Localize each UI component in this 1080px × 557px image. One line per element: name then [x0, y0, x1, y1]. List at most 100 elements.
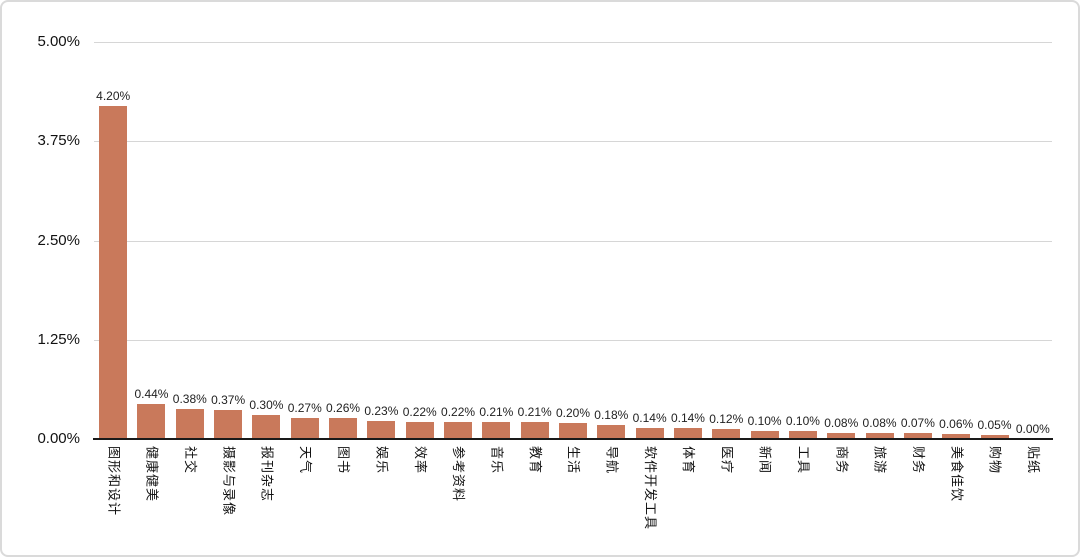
bar-value-label: 0.12%	[709, 412, 744, 427]
x-tick-label: 报刊杂志	[259, 446, 275, 503]
bar-band: 0.00%	[1014, 42, 1052, 439]
bar-value-label: 0.20%	[555, 406, 590, 421]
bar[interactable]	[903, 433, 932, 439]
x-tick-cell: 生活	[554, 446, 592, 551]
x-tick-cell: 美食佳饮	[937, 446, 975, 551]
bar-band: 0.37%	[209, 42, 247, 439]
bar-band: 0.18%	[592, 42, 630, 439]
x-tick-label: 健康健美	[144, 446, 160, 503]
x-tick-cell: 旅游	[860, 446, 898, 551]
x-tick-cell: 工具	[784, 446, 822, 551]
bar[interactable]	[214, 409, 243, 439]
x-tick-label: 商务	[834, 446, 850, 475]
x-tick-label: 体育	[681, 446, 697, 475]
x-tick-cell: 健康健美	[132, 446, 170, 551]
x-tick-cell: 导航	[592, 446, 630, 551]
x-tick-cell: 新闻	[745, 446, 783, 551]
bar-band: 0.21%	[516, 42, 554, 439]
bar[interactable]	[750, 431, 779, 439]
bar-band: 0.08%	[822, 42, 860, 439]
y-tick-label: 5.00%	[37, 33, 80, 50]
x-tick-cell: 财务	[899, 446, 937, 551]
x-tick-label: 音乐	[489, 446, 505, 475]
x-tick-label: 财务	[911, 446, 927, 475]
x-tick-label: 美食佳饮	[949, 446, 965, 503]
x-tick-cell: 社交	[171, 446, 209, 551]
bar[interactable]	[290, 417, 319, 439]
bar[interactable]	[942, 434, 971, 439]
x-tick-label: 工具	[796, 446, 812, 475]
bar-band: 0.14%	[630, 42, 668, 439]
gridline	[94, 339, 1052, 341]
bar[interactable]	[137, 404, 166, 439]
x-tick-label: 教育	[527, 446, 543, 475]
bar[interactable]	[99, 105, 128, 439]
bar[interactable]	[558, 423, 587, 439]
x-tick-cell: 图书	[324, 446, 362, 551]
x-tick-cell: 图形和设计	[94, 446, 132, 551]
bar[interactable]	[482, 422, 511, 439]
bar[interactable]	[865, 432, 894, 439]
bar[interactable]	[175, 408, 204, 439]
bar[interactable]	[635, 427, 664, 439]
bar-band: 0.23%	[362, 42, 400, 439]
x-tick-cell: 医疗	[707, 446, 745, 551]
bar[interactable]	[405, 421, 434, 439]
x-tick-label: 社交	[182, 446, 198, 475]
bar[interactable]	[673, 427, 702, 439]
bar-value-label: 0.26%	[326, 401, 361, 416]
bar-value-label: 0.27%	[287, 400, 322, 415]
x-tick-label: 导航	[604, 446, 620, 475]
x-axis-labels: 图形和设计 健康健美 社交 摄影与录像 报刊杂志 天气 图书 娱乐 效率 参考资料 音乐 教育 生活 导航…	[94, 446, 1052, 551]
x-tick-cell: 娱乐	[362, 446, 400, 551]
bar[interactable]	[788, 431, 817, 439]
bar-value-label: 0.14%	[632, 410, 667, 425]
x-tick-label: 医疗	[719, 446, 735, 475]
gridline	[94, 240, 1052, 242]
bar-band: 0.10%	[745, 42, 783, 439]
bar[interactable]	[520, 422, 549, 439]
x-tick-label: 生活	[566, 446, 582, 475]
y-tick-label: 3.75%	[37, 132, 80, 150]
x-tick-cell: 商务	[822, 446, 860, 551]
plot-area: 4.20% 0.44% 0.38% 0.37% 0.30% 0.27% 0.26% 0.23%…	[94, 42, 1052, 439]
bar[interactable]	[712, 429, 741, 439]
x-tick-label: 购物	[987, 446, 1003, 475]
bar-band: 0.38%	[171, 42, 209, 439]
bar-value-label: 0.30%	[249, 398, 284, 413]
x-tick-label: 图书	[336, 446, 352, 475]
bar[interactable]	[367, 420, 396, 439]
bar[interactable]	[827, 432, 856, 439]
bar[interactable]	[980, 435, 1009, 439]
bar[interactable]	[252, 415, 281, 439]
bar-value-label: 0.08%	[862, 415, 897, 430]
y-tick-label: 0.00%	[37, 430, 80, 447]
bar-value-label: 0.22%	[402, 404, 437, 419]
bar-value-label: 0.21%	[479, 405, 514, 420]
x-tick-label: 娱乐	[374, 446, 390, 475]
bar-band: 0.05%	[975, 42, 1013, 439]
x-tick-cell: 音乐	[477, 446, 515, 551]
y-tick-label: 2.50%	[37, 231, 80, 249]
bar[interactable]	[597, 424, 626, 439]
bar-value-label: 0.06%	[939, 417, 974, 432]
x-tick-cell: 体育	[669, 446, 707, 551]
x-tick-label: 贴纸	[1025, 446, 1041, 475]
bar[interactable]	[444, 421, 473, 439]
x-tick-label: 摄影与录像	[221, 446, 237, 517]
gridline	[94, 42, 1052, 43]
bar-value-label: 4.20%	[96, 88, 131, 103]
bar-band: 0.26%	[324, 42, 362, 439]
bar-value-label: 0.00%	[1015, 422, 1050, 436]
x-tick-label: 旅游	[872, 446, 888, 475]
x-tick-label: 参考资料	[451, 446, 467, 503]
bar-band: 0.30%	[247, 42, 285, 439]
bar-band: 4.20%	[94, 42, 132, 439]
bar[interactable]	[329, 418, 358, 439]
bar-value-label: 0.10%	[785, 414, 820, 429]
x-tick-cell: 摄影与录像	[209, 446, 247, 551]
bar-value-label: 0.05%	[977, 418, 1012, 433]
bar-value-label: 0.10%	[747, 414, 782, 429]
